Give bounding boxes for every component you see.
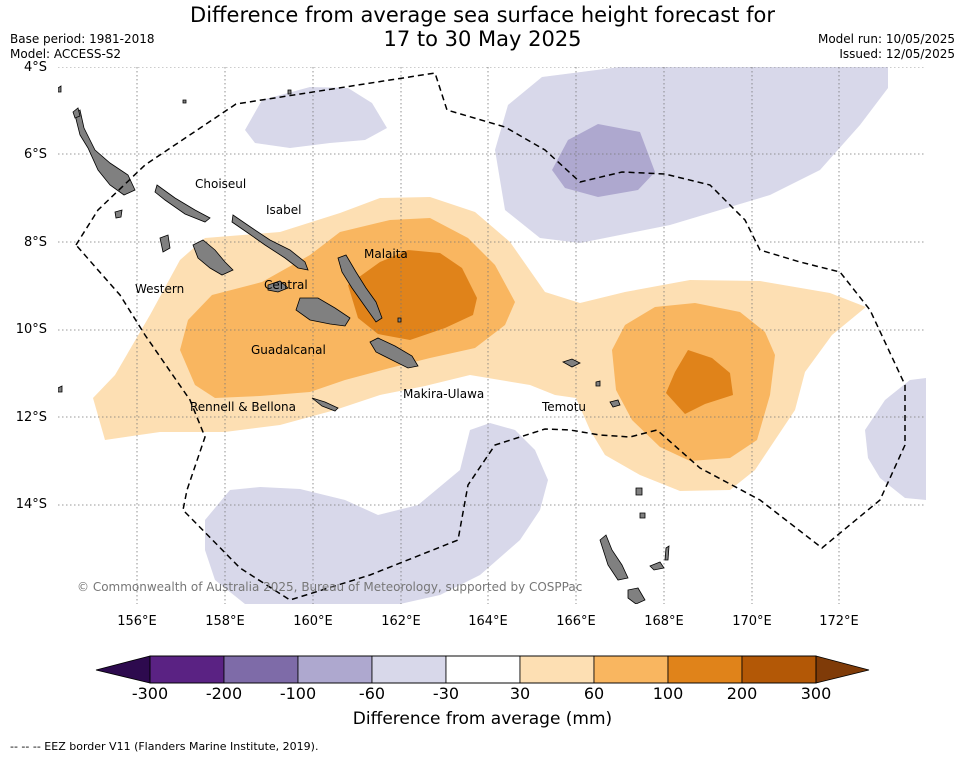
province-label-makira-ulawa: Makira-Ulawa bbox=[403, 387, 485, 401]
colorbar-tick-label: -300 bbox=[131, 684, 169, 703]
colorbar-segment bbox=[519, 655, 595, 684]
colorbar-tick-label: 100 bbox=[652, 684, 684, 703]
island-new-georgia bbox=[192, 239, 234, 276]
colorbar-segment bbox=[149, 655, 225, 684]
eez-borders bbox=[75, 72, 906, 601]
island-buka bbox=[72, 107, 81, 119]
colorbar-tick-label: -100 bbox=[279, 684, 317, 703]
lon-label-168e: 168°E bbox=[644, 614, 684, 629]
province-label-choiseul: Choiseul bbox=[195, 177, 247, 191]
model-name: Model: ACCESS-S2 bbox=[10, 47, 122, 61]
island-makira bbox=[369, 337, 419, 369]
title-line-1: Difference from average sea surface heig… bbox=[190, 3, 775, 27]
island-tiny-5 bbox=[639, 512, 646, 519]
title-line-2: 17 to 30 May 2025 bbox=[383, 27, 582, 51]
colorbar-segments bbox=[149, 655, 817, 684]
lat-label-8s: 8°S bbox=[23, 235, 47, 250]
island-guadalcanal bbox=[295, 297, 351, 327]
island-florida bbox=[267, 280, 289, 293]
island-maewo bbox=[664, 545, 670, 561]
purple-region-north bbox=[245, 87, 387, 148]
island-tiny-2 bbox=[287, 89, 292, 95]
island-tiny-4 bbox=[595, 380, 601, 387]
colorbar-extend-high bbox=[815, 655, 870, 684]
lon-label-160e: 160°E bbox=[293, 614, 333, 629]
colorbar-segment bbox=[445, 655, 521, 684]
colorbar-tick-label: 300 bbox=[800, 684, 832, 703]
lat-label-10s: 10°S bbox=[15, 322, 47, 337]
lat-label-4s: 4°S bbox=[23, 60, 47, 75]
island-vanikoro bbox=[609, 399, 621, 408]
meta-right: Model run: 10/05/2025 Issued: 12/05/2025 bbox=[818, 32, 955, 62]
island-tiny-6 bbox=[397, 317, 402, 323]
lat-label-12s: 12°S bbox=[15, 410, 47, 425]
lon-label-156e: 156°E bbox=[117, 614, 157, 629]
lon-label-162e: 162°E bbox=[381, 614, 421, 629]
province-label-central: Central bbox=[264, 278, 308, 292]
map-svg bbox=[58, 67, 926, 604]
lon-label-158e: 158°E bbox=[205, 614, 245, 629]
purple-region-northeast bbox=[495, 67, 888, 243]
island-malaita bbox=[337, 254, 383, 323]
province-label-western: Western bbox=[135, 282, 185, 296]
island-tiny-7 bbox=[58, 85, 62, 93]
lon-label-172e: 172°E bbox=[819, 614, 859, 629]
meta-left: Base period: 1981-2018 Model: ACCESS-S2 bbox=[10, 32, 155, 62]
island-espiritu-santo bbox=[599, 534, 629, 581]
colorbar bbox=[95, 655, 870, 684]
island-isabel bbox=[231, 214, 309, 271]
copyright-notice: © Commonwealth of Australia 2025, Bureau… bbox=[77, 580, 583, 594]
colorbar-segment bbox=[223, 655, 299, 684]
colorbar-extend-low bbox=[95, 655, 151, 684]
island-rennell bbox=[311, 397, 339, 412]
island-tiny-3 bbox=[58, 385, 63, 393]
colorbar-tick-label: 30 bbox=[509, 684, 531, 703]
colorbar-outline bbox=[149, 655, 817, 684]
colorbar-segment bbox=[593, 655, 669, 684]
colorbar-tick-label: -30 bbox=[432, 684, 460, 703]
colorbar-segment bbox=[741, 655, 817, 684]
lon-label-164e: 164°E bbox=[468, 614, 508, 629]
colorbar-title: Difference from average (mm) bbox=[352, 709, 613, 729]
eez-footnote: -- -- -- EEZ border V11 (Flanders Marine… bbox=[10, 740, 319, 753]
model-run: Model run: 10/05/2025 bbox=[817, 32, 955, 46]
island-bougainville bbox=[74, 109, 136, 196]
positive-anomaly-regions bbox=[93, 197, 866, 491]
lon-label-166e: 166°E bbox=[556, 614, 596, 629]
province-label-isabel: Isabel bbox=[266, 203, 302, 217]
chart-title: Difference from average sea surface heig… bbox=[0, 3, 965, 51]
province-label-rennell-bellona: Rennell & Bellona bbox=[190, 400, 297, 414]
province-label-malaita: Malaita bbox=[364, 247, 408, 261]
island-gaua bbox=[635, 487, 643, 496]
lat-label-6s: 6°S bbox=[23, 147, 47, 162]
purple-region-east bbox=[865, 378, 926, 500]
purple-region-south bbox=[205, 423, 548, 604]
island-malekula bbox=[627, 587, 646, 604]
island-tiny-1 bbox=[182, 99, 187, 104]
base-period: Base period: 1981-2018 bbox=[10, 32, 155, 46]
island-santa-cruz bbox=[562, 358, 581, 368]
colorbar-tick-label: -60 bbox=[358, 684, 386, 703]
eez-solomon-islands bbox=[75, 72, 906, 601]
island-ambae bbox=[649, 561, 665, 571]
orange-region-100-200-east bbox=[666, 350, 733, 414]
island-vella bbox=[159, 234, 171, 253]
lon-label-170e: 170°E bbox=[732, 614, 772, 629]
map-panel bbox=[58, 67, 926, 604]
lat-label-14s: 14°S bbox=[15, 497, 47, 512]
colorbar-tick-label: 200 bbox=[726, 684, 758, 703]
province-label-guadalcanal: Guadalcanal bbox=[251, 343, 326, 357]
province-label-temotu: Temotu bbox=[542, 400, 587, 414]
colorbar-segment bbox=[667, 655, 743, 684]
negative-anomaly-regions bbox=[205, 67, 926, 604]
colorbar-segment bbox=[297, 655, 373, 684]
colorbar-segment bbox=[371, 655, 447, 684]
colorbar-tick-label: 60 bbox=[583, 684, 605, 703]
issued-date: Issued: 12/05/2025 bbox=[839, 47, 955, 61]
island-choiseul bbox=[154, 184, 211, 223]
island-shortlands bbox=[114, 209, 123, 219]
landmasses bbox=[58, 85, 670, 604]
colorbar-tick-label: -200 bbox=[205, 684, 243, 703]
purple-region-northeast-inner bbox=[552, 124, 655, 197]
